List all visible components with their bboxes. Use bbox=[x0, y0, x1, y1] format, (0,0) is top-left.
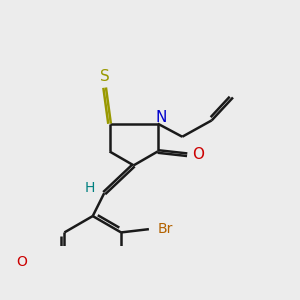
Text: H: H bbox=[84, 181, 95, 195]
Text: O: O bbox=[16, 255, 27, 269]
Text: O: O bbox=[193, 147, 205, 162]
Text: Br: Br bbox=[158, 222, 173, 236]
Text: N: N bbox=[155, 110, 167, 124]
Text: S: S bbox=[100, 69, 110, 84]
